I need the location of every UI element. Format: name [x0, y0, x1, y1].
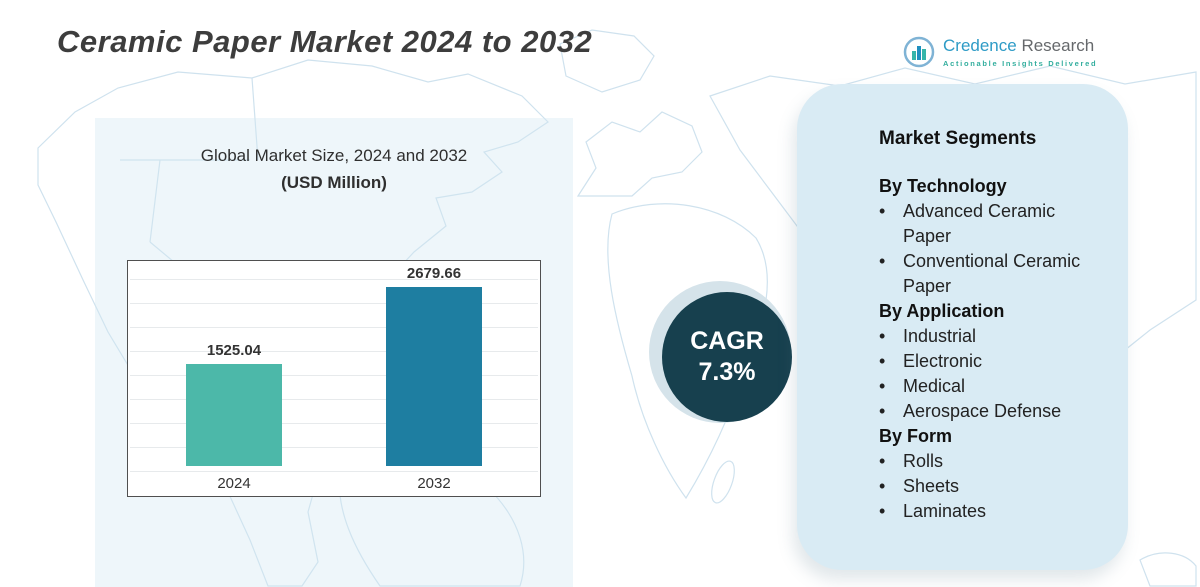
segment-item-label: Advanced Ceramic Paper [903, 201, 1056, 246]
segment-item: • Electronic [879, 349, 1106, 374]
bullet-icon: • [879, 501, 886, 521]
segment-group-heading: By Application [879, 301, 1005, 321]
segment-group-heading: By Form [879, 426, 953, 446]
segment-item: • Conventional Ceramic Paper [879, 249, 1106, 299]
segments-card-content: Market Segments By Technology • Advanced C… [797, 84, 1128, 524]
bar-value-label: 1525.04 [206, 342, 262, 359]
bar-category-label: 2032 [417, 475, 451, 492]
segment-item-label: Medical [903, 376, 966, 396]
segments-list: By Technology • Advanced Ceramic Paper • Con… [879, 174, 1106, 524]
bar-group-2032: 2679.66 2032 [386, 265, 482, 492]
segments-title: Market Segments [879, 128, 1037, 149]
segment-item-label: Sheets [903, 476, 960, 496]
segment-item: • Aerospace Defense [879, 399, 1106, 424]
bullet-icon: • [879, 326, 886, 346]
segment-item-label: Laminates [903, 501, 987, 521]
brand-name-credence: Credence [943, 36, 1017, 55]
brand-tagline: Actionable Insights Delivered [943, 59, 1098, 68]
bullet-icon: • [879, 401, 886, 421]
chart-plot-area: 1525.04 2024 2679.66 2032 [186, 265, 482, 492]
segment-item: • Advanced Ceramic Paper [879, 199, 1106, 249]
segment-item-label: Rolls [903, 451, 944, 471]
bar-2032 [386, 287, 482, 466]
bar-category-label: 2024 [217, 475, 251, 492]
brand-name-research: Research [1021, 36, 1095, 55]
market-segments-card: Market Segments By Technology • Advanced C… [797, 84, 1128, 570]
chart-title-line1: Global Market Size, 2024 and 2032 [200, 146, 468, 165]
bar-group-2024: 1525.04 2024 [186, 342, 282, 492]
cagr-label: CAGR [690, 327, 764, 355]
segment-item: • Laminates [879, 499, 1106, 524]
segment-item-label: Conventional Ceramic Paper [903, 251, 1081, 296]
bullet-icon: • [879, 451, 886, 471]
segment-item-label: Electronic [903, 351, 983, 371]
bullet-icon: • [879, 376, 886, 396]
bar-value-label: 2679.66 [406, 265, 462, 282]
page-title: Ceramic Paper Market 2024 to 2032 [57, 24, 593, 59]
bar-2024 [186, 364, 282, 466]
cagr-value: 7.3% [698, 358, 756, 386]
brand-name: Credence Research [943, 36, 1094, 55]
chart-title: Global Market Size, 2024 and 2032 (USD M… [127, 142, 541, 196]
bar-chart: 1525.04 2024 2679.66 2032 [127, 260, 541, 497]
segment-group-heading: By Technology [879, 176, 1007, 196]
segment-item: • Rolls [879, 449, 1106, 474]
chart-title-line2: (USD Million) [281, 173, 387, 192]
bullet-icon: • [879, 476, 886, 496]
credence-logo-icon [903, 36, 935, 68]
segment-item-label: Industrial [903, 326, 977, 346]
segment-item: • Sheets [879, 474, 1106, 499]
segment-item: • Medical [879, 374, 1106, 399]
segment-item: • Industrial [879, 324, 1106, 349]
bullet-icon: • [879, 251, 886, 271]
cagr-badge: CAGR 7.3% [662, 292, 792, 422]
brand-text: Credence Research Actionable Insights De… [943, 36, 1097, 68]
bullet-icon: • [879, 201, 886, 221]
segment-item-label: Aerospace Defense [903, 401, 1062, 421]
brand-logo: Credence Research Actionable Insights De… [903, 36, 1097, 68]
bullet-icon: • [879, 351, 886, 371]
